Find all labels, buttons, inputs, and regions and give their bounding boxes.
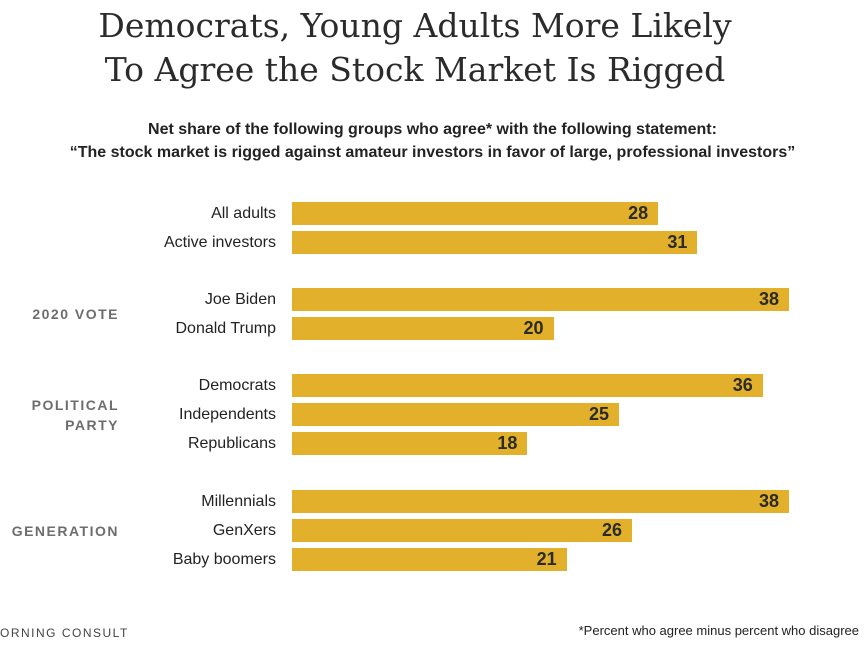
category-label: All adults [211,205,276,222]
category-label: Independents [179,406,276,423]
subtitle-line-2: “The stock market is rigged against amat… [69,144,796,161]
bar [292,432,528,455]
subtitle-line-1: Net share of the following groups who ag… [148,121,717,138]
category-label: Joe Biden [204,291,276,308]
category-label: Donald Trump [175,320,277,337]
footnote: *Percent who agree minus percent who dis… [578,623,859,638]
brand-logo-text: ORNING CONSULT [0,626,129,640]
group-label: 2020 VOTE [32,306,119,322]
data-label: 38 [758,491,779,511]
chart-title: Democrats, Young Adults More Likely To A… [0,4,830,92]
group-label: GENERATION [11,522,119,539]
bar [292,548,567,571]
title-line-2: To Agree the Stock Market Is Rigged [104,50,726,89]
bar [292,317,554,340]
bar [292,288,789,311]
bar [292,403,619,426]
bar [292,202,659,225]
data-label: 38 [758,289,779,309]
data-label: 36 [732,375,753,395]
chart-subtitle: Net share of the following groups who ag… [0,118,865,164]
data-label: 21 [536,549,557,569]
category-label: Democrats [198,377,276,394]
category-label: Baby boomers [172,551,276,568]
title-line-1: Democrats, Young Adults More Likely [98,6,732,45]
data-label: 20 [523,318,544,338]
bar [292,490,789,513]
data-label: 25 [588,404,609,424]
data-label: 28 [628,203,649,223]
bar [292,519,633,542]
category-label: Millennials [201,493,276,510]
category-label: GenXers [212,522,276,539]
category-label: Republicans [187,435,276,452]
bar [292,374,763,397]
data-label: 18 [497,433,518,453]
bar [292,231,698,254]
data-label: 31 [667,232,688,252]
data-label: 26 [602,520,623,540]
group-label: POLITICAL PARTY [31,396,119,433]
category-label: Active investors [163,234,276,251]
